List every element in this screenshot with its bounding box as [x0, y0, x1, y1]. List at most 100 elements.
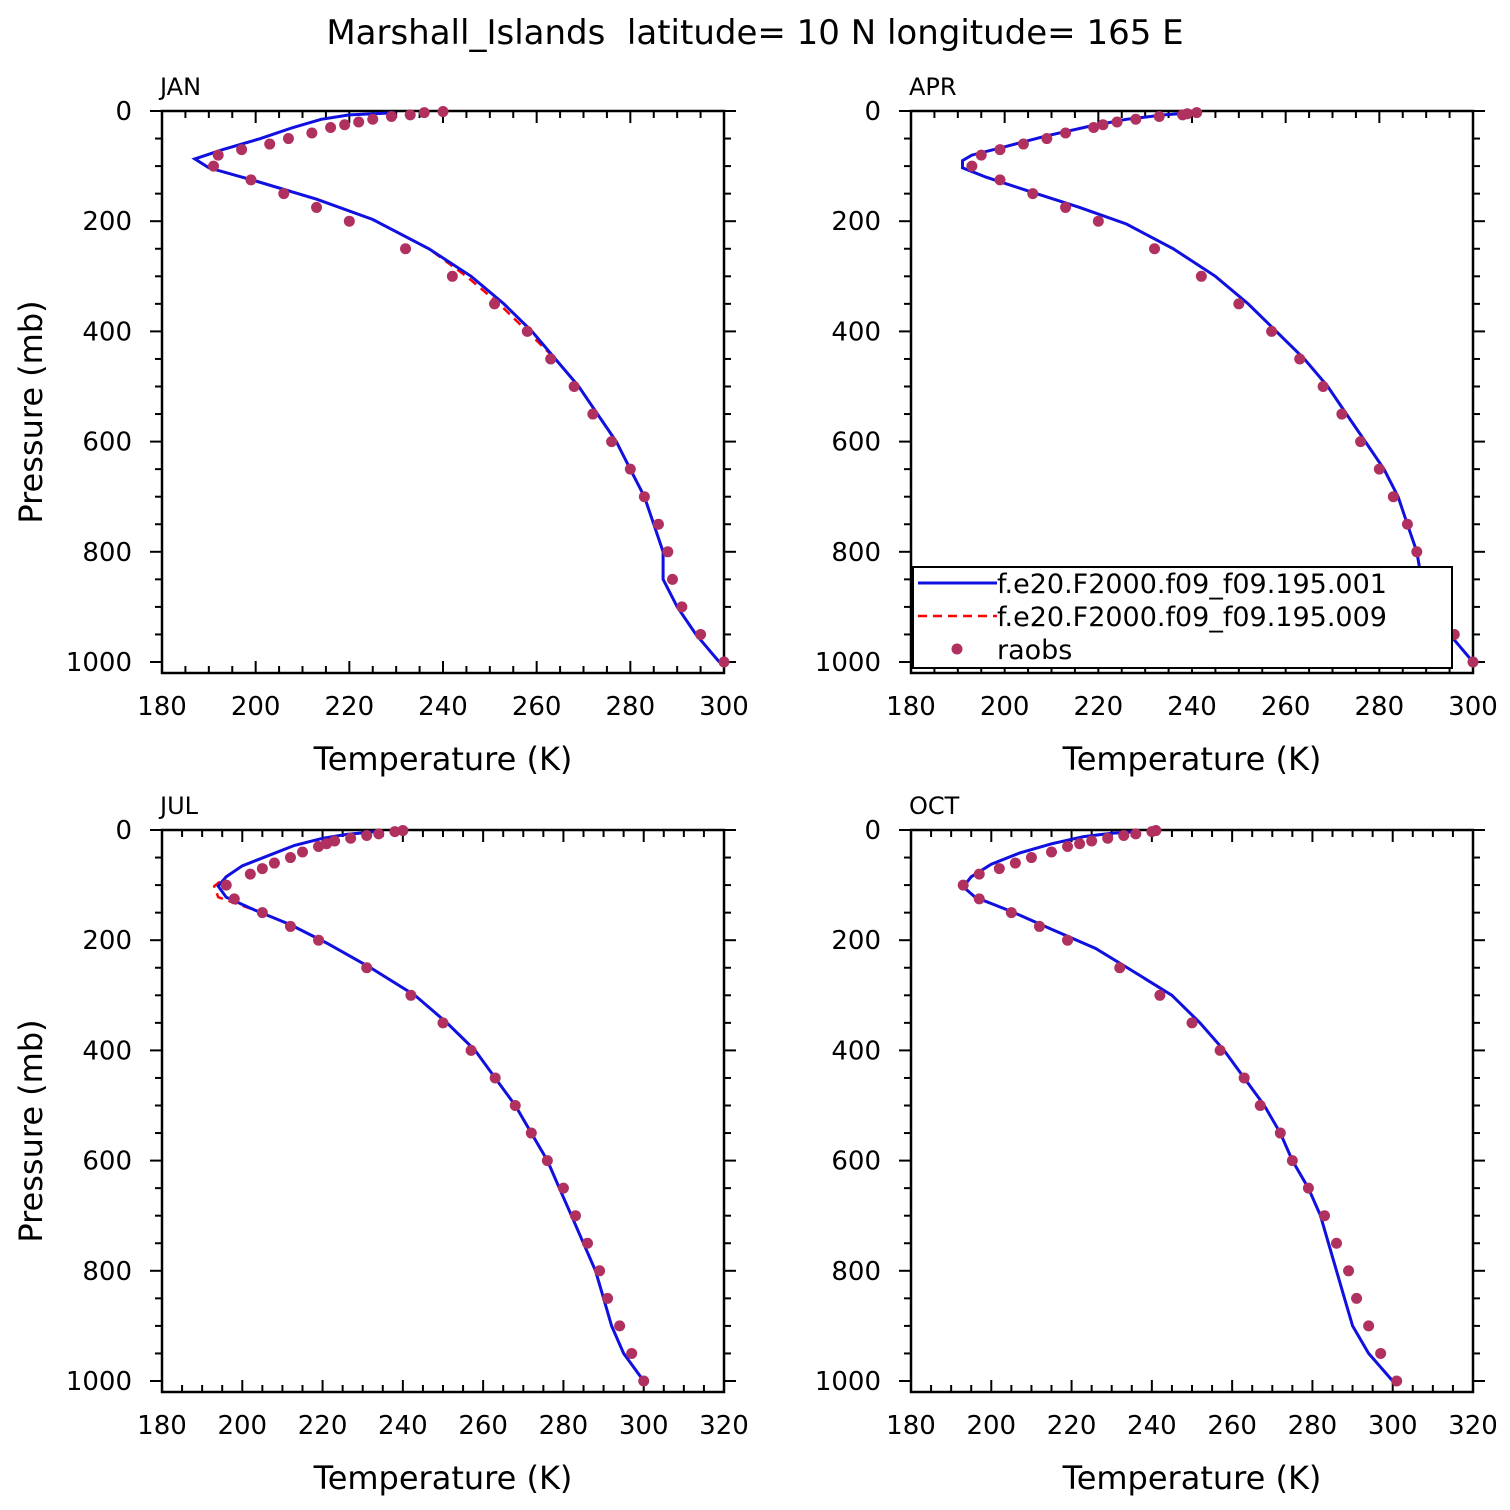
x-tick-label: 200 [980, 692, 1030, 722]
raobs-point [1411, 546, 1423, 558]
x-tick-label: 300 [1448, 692, 1498, 722]
raobs-point [568, 381, 580, 392]
raobs-point [545, 353, 557, 365]
raobs-point [1195, 270, 1207, 282]
x-tick-label: 180 [886, 1411, 936, 1441]
y-tick-label: 200 [831, 926, 881, 956]
x-tick-label: 240 [1127, 1411, 1177, 1441]
raobs-point [1092, 215, 1104, 227]
raobs-point [662, 546, 674, 558]
raobs-point [489, 298, 501, 310]
raobs-point [994, 174, 1006, 186]
raobs-point [1318, 1210, 1330, 1222]
raobs-point [313, 841, 325, 853]
raobs-point [1114, 962, 1126, 974]
raobs-point [264, 138, 276, 150]
x-tick-label: 220 [1047, 1411, 1097, 1441]
raobs-point [1086, 835, 1098, 847]
raobs-point [1351, 1292, 1363, 1304]
panel-label: APR [909, 73, 957, 101]
raobs-point [1062, 934, 1074, 946]
panel-label: JUL [158, 792, 199, 820]
raobs-point [1177, 109, 1189, 121]
plot-frame [909, 828, 1475, 1394]
y-tick-label: 200 [82, 926, 132, 956]
raobs-point [389, 826, 401, 838]
x-axis-label: Temperature (K) [313, 1459, 573, 1497]
legend-label: f.e20.F2000.f09_f09.195.001 [997, 569, 1387, 600]
raobs-point [695, 628, 707, 640]
x-tick-label: 320 [699, 1411, 749, 1441]
raobs-point [446, 270, 458, 282]
y-axis-label: Pressure (mb) [12, 1019, 50, 1242]
raobs-point [1111, 116, 1123, 128]
raobs-point [1355, 436, 1367, 448]
raobs-point [1062, 841, 1074, 853]
raobs-point [1331, 1237, 1343, 1249]
raobs-point [343, 215, 355, 227]
raobs-point [1025, 852, 1037, 864]
y-tick-label: 0 [115, 816, 132, 846]
x-tick-label: 260 [1207, 1411, 1257, 1441]
series-line-model-009 [191, 111, 721, 663]
x-tick-label: 280 [1288, 1411, 1338, 1441]
y-axis-label: Pressure (mb) [12, 300, 50, 523]
x-tick-label: 180 [886, 692, 936, 722]
raobs-point [624, 463, 636, 475]
raobs-point [1375, 1347, 1387, 1359]
raobs-point [1060, 201, 1072, 213]
raobs-point [1238, 1072, 1250, 1084]
raobs-point [1363, 1320, 1375, 1332]
raobs-point [220, 879, 232, 891]
raobs-point [256, 907, 268, 919]
x-tick-label: 300 [619, 1411, 669, 1441]
raobs-point [404, 109, 416, 121]
raobs-point [1130, 113, 1142, 125]
x-tick-label: 240 [1167, 692, 1217, 722]
raobs-point [973, 893, 985, 905]
raobs-point [311, 201, 323, 213]
raobs-point [437, 106, 449, 118]
x-axis-label: Temperature (K) [1062, 740, 1322, 778]
y-tick-label: 800 [831, 1257, 881, 1287]
raobs-point [676, 601, 688, 613]
raobs-point [1088, 122, 1100, 134]
y-tick-label: 600 [82, 1147, 132, 1177]
y-tick-label: 400 [831, 1036, 881, 1066]
raobs-point [602, 1292, 614, 1304]
raobs-point [594, 1265, 606, 1277]
raobs-point [1274, 1127, 1286, 1139]
panel-jan: JAN 180 200 220 240 260 280 300 0 200 400 600 800 100… [12, 73, 749, 778]
x-tick-label: 280 [1355, 692, 1405, 722]
x-tick-label: 320 [1448, 1411, 1498, 1441]
raobs-point [1060, 127, 1072, 139]
y-tick-label: 0 [864, 97, 881, 127]
x-tick-label: 260 [1261, 692, 1311, 722]
raobs-point [268, 857, 280, 869]
raobs-point [509, 1100, 521, 1111]
legend-label: f.e20.F2000.f09_f09.195.009 [997, 602, 1387, 633]
raobs-point [418, 107, 430, 119]
raobs-point [993, 863, 1005, 875]
x-tick-label: 180 [137, 1411, 187, 1441]
raobs-point [614, 1320, 626, 1332]
raobs-point [587, 408, 599, 420]
raobs-point [525, 1127, 537, 1139]
raobs-point [1401, 518, 1413, 530]
y-tick-label: 600 [831, 1147, 881, 1177]
raobs-point [353, 116, 365, 128]
raobs-point [1266, 325, 1278, 337]
raobs-point [1254, 1100, 1266, 1111]
panel-label: JAN [158, 73, 201, 101]
raobs-point [400, 243, 412, 255]
y-tick-label: 400 [82, 1036, 132, 1066]
series-line-model-001 [191, 111, 721, 663]
legend-swatch-marker [951, 643, 963, 655]
x-tick-label: 260 [512, 692, 562, 722]
panel-label: OCT [909, 792, 960, 820]
x-tick-label: 220 [325, 692, 375, 722]
raobs-point [1033, 920, 1045, 932]
raobs-point [284, 920, 296, 932]
raobs-point [1317, 381, 1329, 392]
raobs-point [297, 846, 308, 858]
